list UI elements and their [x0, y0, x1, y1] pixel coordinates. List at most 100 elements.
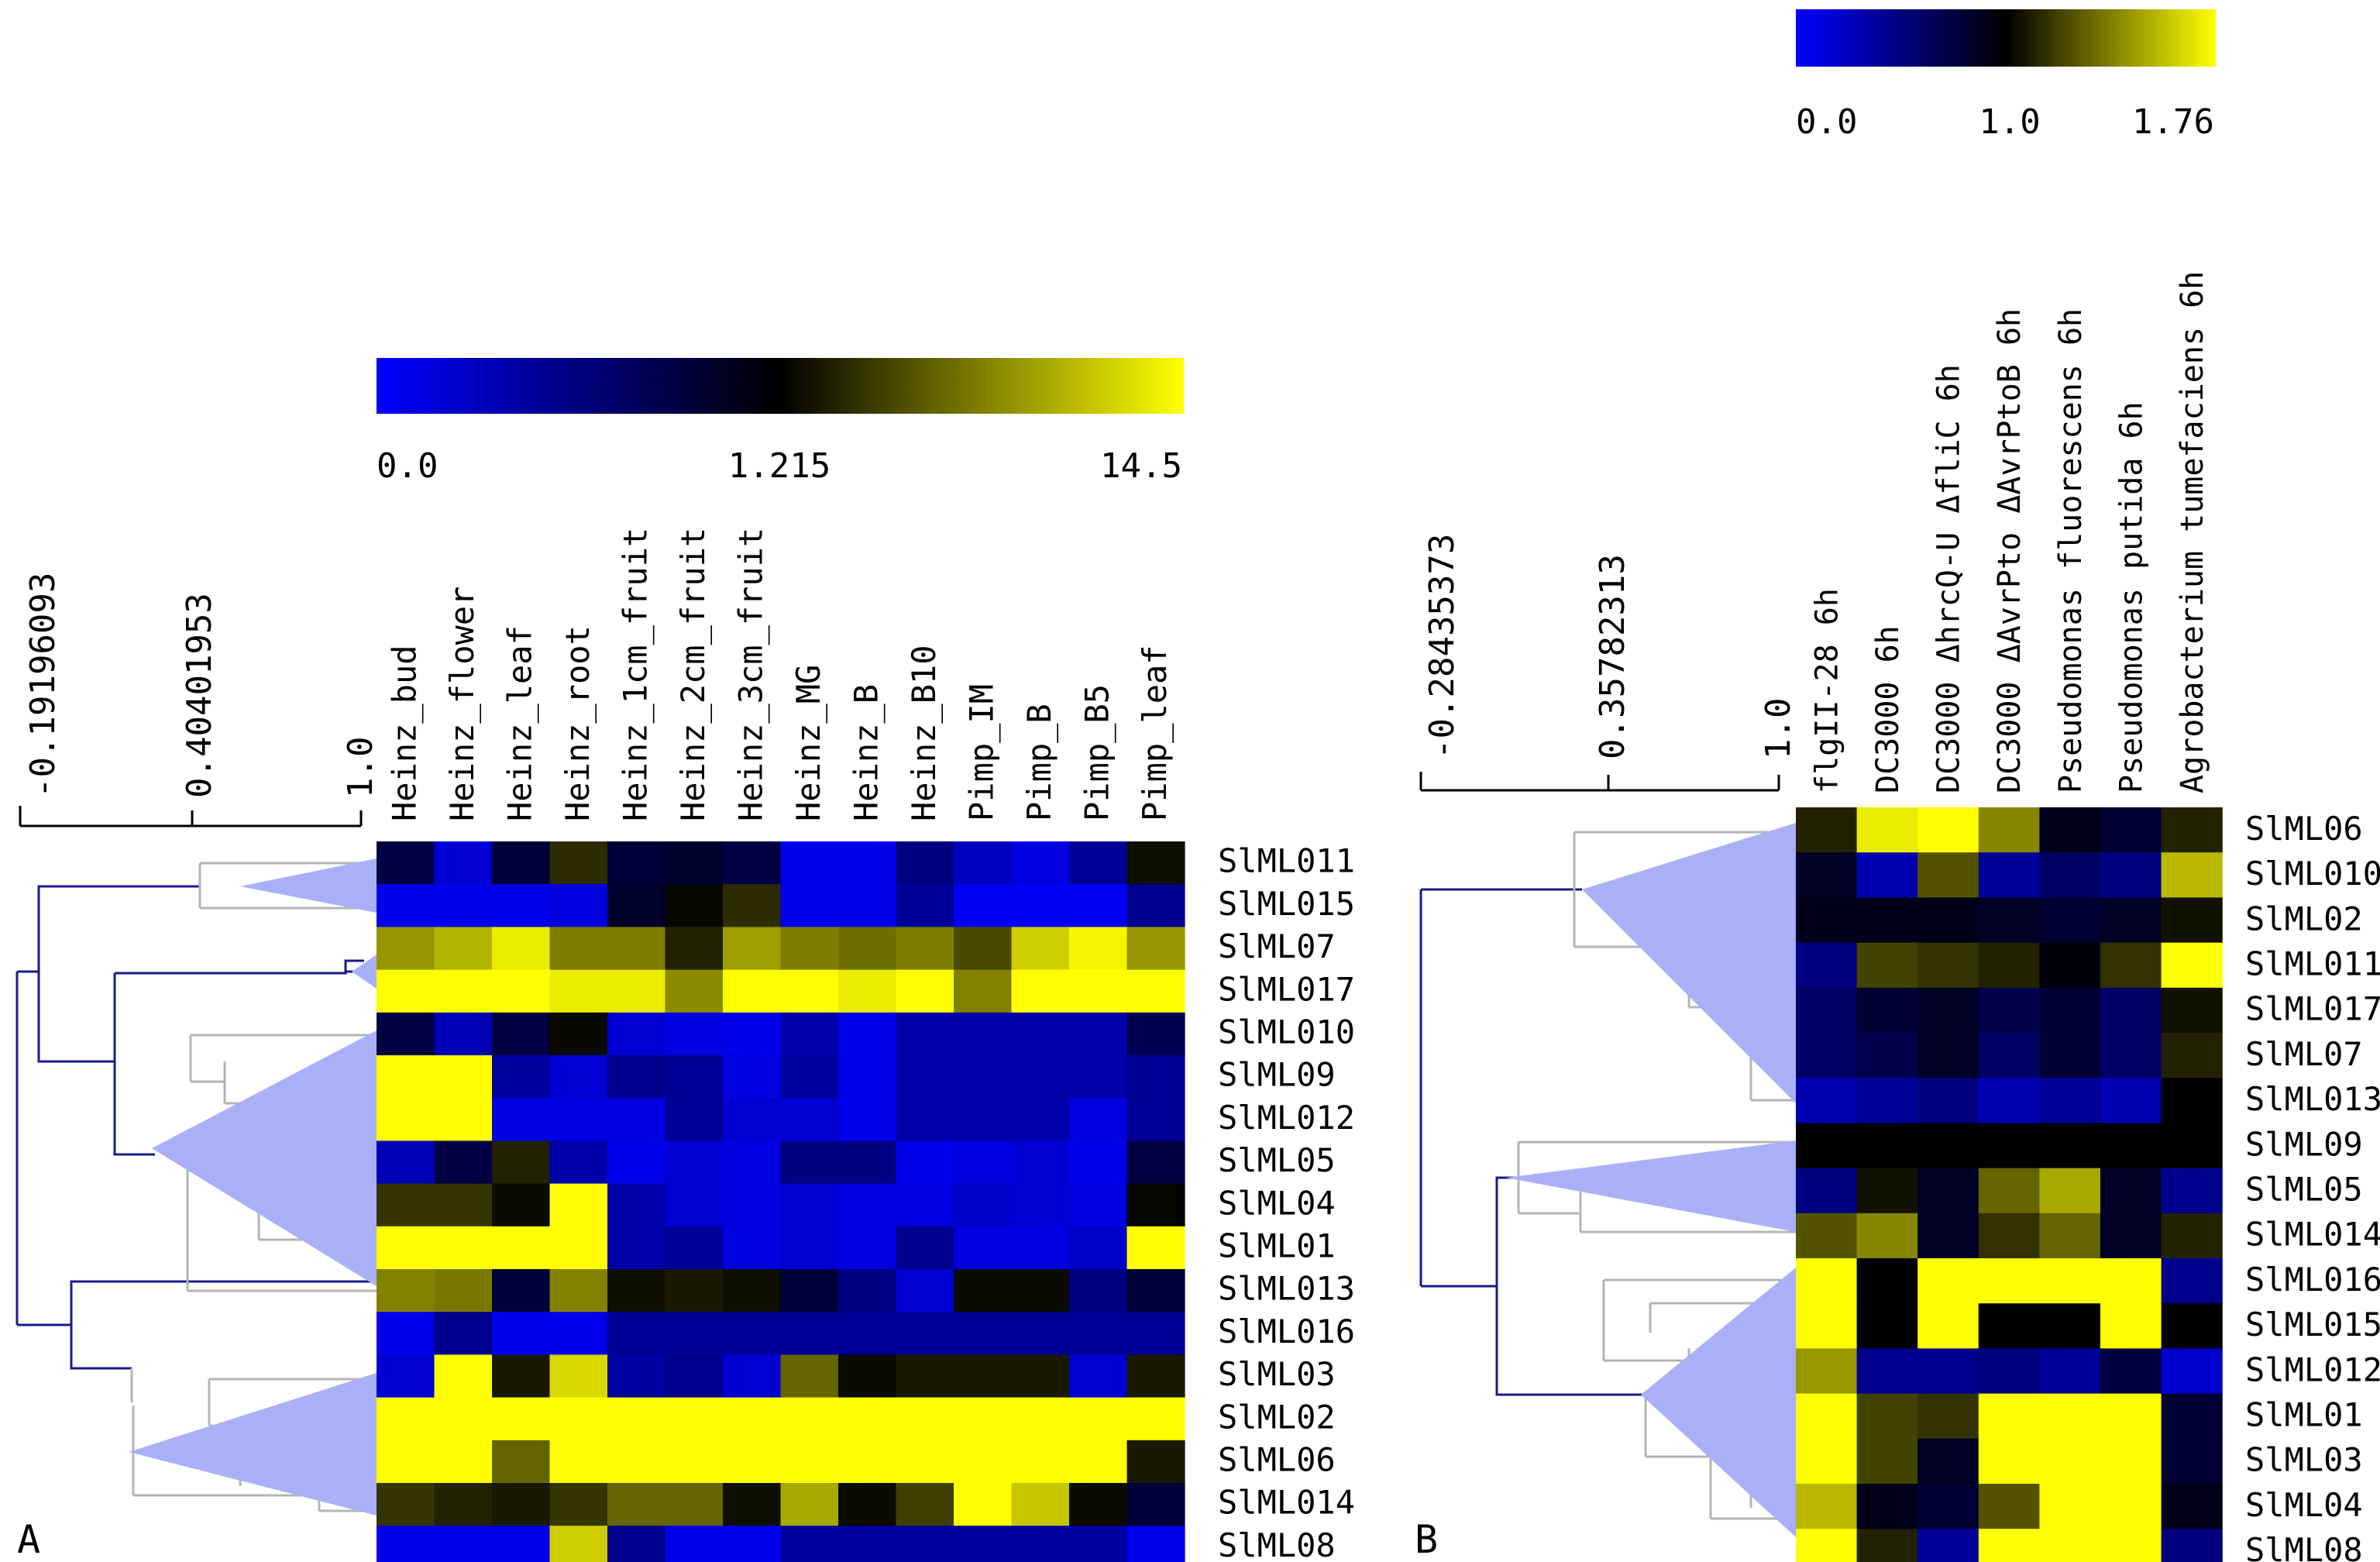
heatmap-cell [1069, 1526, 1128, 1562]
column-label: Heinz_bud [386, 645, 424, 821]
heatmap-cell [1011, 1183, 1070, 1227]
heatmap-cell [780, 1055, 839, 1099]
column-label: Heinz_2cm_fruit [674, 528, 712, 821]
dendrogram-scale-b: -0.28435373 0.35782313 1.0 [1419, 534, 1798, 792]
heatmap-cell [954, 1397, 1013, 1441]
column-label: Heinz_MG [789, 665, 827, 821]
heatmap-cell [492, 841, 551, 885]
column-label: Heinz_3cm_fruit [732, 528, 770, 821]
heatmap-cell [2100, 1213, 2162, 1259]
heatmap-cell [2039, 897, 2101, 944]
heatmap-cell [2039, 1213, 2101, 1259]
heatmap-cell [1126, 1269, 1185, 1313]
heatmap-cell [607, 841, 666, 885]
row-label: SlML03 [2245, 1441, 2363, 1479]
heatmap-cell [1978, 1123, 2040, 1169]
heatmap-cell [1978, 942, 2040, 989]
heatmap-cell [2161, 1258, 2223, 1304]
heatmap-cell [1856, 1348, 1918, 1395]
heatmap-cell [1917, 897, 1979, 944]
heatmap-cell [1978, 1033, 2040, 1079]
heatmap-cell [723, 1055, 782, 1099]
row-labels-a: SlML011 SlML015 SlML07 SlML017 SlML010 SlML09… [1218, 842, 1355, 1562]
heatmap-cell [723, 1483, 782, 1526]
heatmap-cell [2039, 1438, 2101, 1485]
heatmap-cell [434, 884, 493, 927]
heatmap-cell [954, 969, 1013, 1013]
heatmap-cell [377, 1183, 435, 1227]
column-labels-a: Heinz_bud Heinz_flower Heinz_leaf Heinz_roo… [386, 528, 1175, 821]
heatmap-cell [780, 1141, 839, 1185]
heatmap-cell [1796, 1258, 1858, 1304]
row-label: SlML07 [2245, 1035, 2363, 1073]
heatmap-cell [1126, 969, 1185, 1013]
heatmap-cell [2100, 1078, 2162, 1123]
heatmap-cell [896, 1397, 954, 1441]
heatmap-cell [2100, 1168, 2162, 1214]
heatmap-cell [2161, 1438, 2223, 1485]
heatmap-cell [1856, 987, 1918, 1034]
heatmap-cell [607, 1141, 666, 1185]
heatmap-cell [838, 1269, 897, 1313]
heatmap-cell [2161, 1393, 2223, 1440]
heatmap-cell [1917, 1438, 1979, 1485]
heatmap-cell [2161, 1529, 2223, 1562]
heatmap-cell [1011, 969, 1070, 1013]
heatmap-cell [434, 1055, 493, 1099]
row-label: SlML017 [1218, 970, 1355, 1008]
heatmap-cell [2161, 1348, 2223, 1395]
column-label: DC3000 6h [1870, 625, 1906, 793]
heatmap-cell [549, 1354, 608, 1399]
heatmap-cell [954, 1183, 1013, 1227]
heatmap-cell [2039, 1484, 2101, 1529]
heatmap-cell [1856, 1529, 1918, 1562]
heatmap-cell [607, 927, 666, 971]
heatmap-cell [1917, 1168, 1979, 1214]
row-label: SlML012 [1218, 1099, 1355, 1137]
heatmap-cell [1978, 1438, 2040, 1485]
heatmap-cell [549, 1397, 608, 1441]
heatmap-cell [549, 884, 608, 927]
column-label: Pseudomonas fluorescens 6h [2053, 308, 2089, 793]
heatmap-cell [896, 841, 954, 885]
heatmap-cell [1856, 942, 1918, 989]
scale-label-min-b: 0.0 [1796, 102, 1857, 142]
heatmap-cell [2161, 1078, 2223, 1123]
heatmap-cell [549, 969, 608, 1013]
row-label: SlML04 [1218, 1184, 1336, 1222]
heatmap-cell [1856, 1438, 1918, 1485]
heatmap-cell [954, 841, 1013, 885]
heatmap-cell [1011, 841, 1070, 885]
heatmap-cell [665, 1012, 724, 1056]
heatmap-cell [1856, 1078, 1918, 1123]
heatmap-cell [377, 1055, 435, 1099]
heatmap-cell [1796, 1484, 1858, 1529]
heatmap-cell [377, 1141, 435, 1185]
heatmap-cell [1856, 1213, 1918, 1259]
heatmap-cell [665, 1354, 724, 1399]
heatmap-cell [2039, 1529, 2101, 1562]
heatmap-cell [896, 1226, 954, 1270]
heatmap-cell [377, 1440, 435, 1484]
heatmap-cell [434, 1483, 493, 1526]
heatmap-cell [1126, 1483, 1185, 1526]
heatmap-cell [1069, 1269, 1128, 1313]
heatmap-cell [1978, 1303, 2040, 1349]
heatmap-cell [723, 1269, 782, 1313]
heatmap-cell [434, 1397, 493, 1441]
heatmap-cell [2100, 807, 2162, 853]
heatmap-cell [954, 1483, 1013, 1526]
heatmap-cell [780, 1397, 839, 1441]
heatmap-cell [838, 1226, 897, 1270]
heatmap-cell [1796, 1303, 1858, 1349]
heatmap-cell [434, 1526, 493, 1562]
panel-a: 0.0 1.215 14.5 -0.19196093 0.40401953 1.… [15, 358, 1355, 1562]
heatmap-cell [665, 1483, 724, 1526]
heatmap-cell [1069, 884, 1128, 927]
heatmap-cell [723, 1397, 782, 1441]
heatmap-cell [607, 1012, 666, 1056]
heatmap-cell [1856, 1393, 1918, 1440]
heatmap-cell [896, 1012, 954, 1056]
heatmap-cell [1796, 1529, 1858, 1562]
heatmap-cell [2161, 1484, 2223, 1529]
